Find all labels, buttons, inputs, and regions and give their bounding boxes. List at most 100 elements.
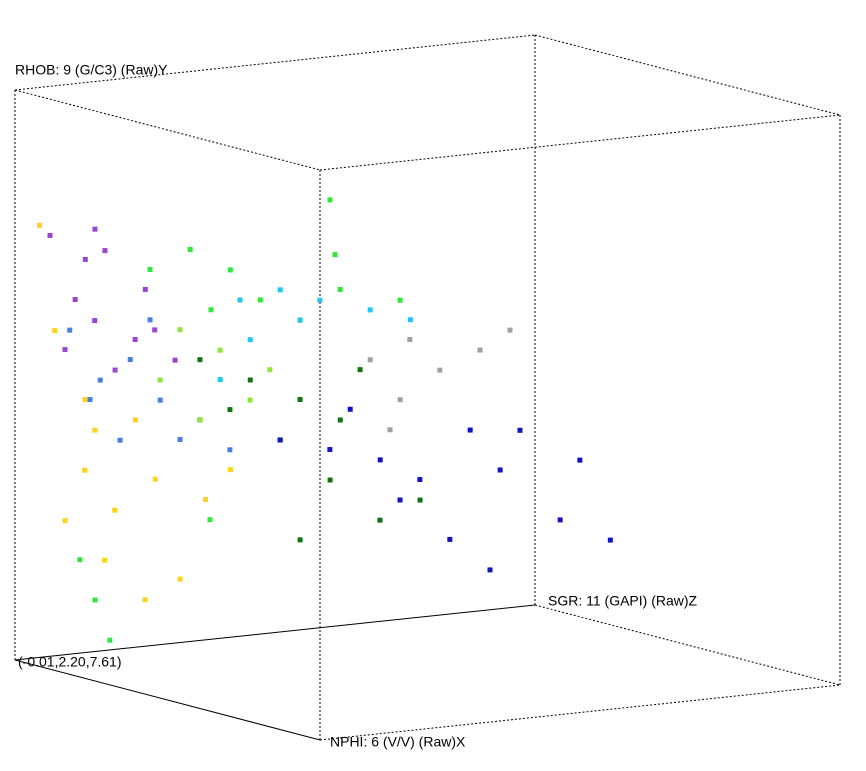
point — [62, 347, 68, 353]
point — [297, 396, 303, 402]
point — [227, 407, 233, 413]
axis-line — [14, 604, 536, 661]
point — [92, 427, 98, 433]
point — [437, 367, 443, 373]
point — [297, 317, 303, 323]
box-edge — [534, 34, 841, 116]
point — [202, 497, 208, 503]
point — [97, 377, 103, 383]
point — [332, 252, 338, 258]
point — [507, 327, 513, 333]
point — [327, 447, 333, 453]
point — [227, 267, 233, 273]
point — [377, 457, 383, 463]
point — [208, 307, 214, 313]
point — [92, 318, 98, 324]
point — [37, 222, 43, 228]
point — [142, 597, 148, 603]
point — [417, 497, 423, 503]
point — [82, 256, 88, 262]
point — [67, 327, 73, 333]
point — [227, 447, 233, 453]
point — [112, 367, 118, 373]
point — [147, 267, 153, 273]
point — [107, 637, 113, 643]
point — [152, 327, 158, 333]
point — [317, 297, 323, 303]
point — [557, 517, 563, 523]
point — [157, 377, 163, 383]
point — [267, 367, 273, 373]
point — [207, 517, 213, 523]
point — [247, 377, 253, 383]
box-edge — [14, 34, 536, 91]
point — [357, 367, 363, 373]
point — [337, 286, 343, 292]
point — [92, 597, 98, 603]
point — [217, 347, 223, 353]
point — [397, 397, 403, 403]
box-edge — [14, 89, 321, 171]
point — [52, 328, 58, 334]
point — [152, 476, 158, 482]
point — [327, 477, 333, 483]
point — [217, 377, 223, 383]
point — [417, 477, 423, 483]
point — [117, 437, 123, 443]
point — [87, 397, 93, 403]
origin-label: (-0.01,2.20,7.61) — [18, 654, 122, 670]
point — [447, 536, 453, 542]
point — [377, 517, 383, 523]
point — [47, 232, 53, 238]
point — [367, 307, 373, 313]
point — [337, 417, 343, 423]
point — [347, 406, 353, 412]
point — [227, 467, 233, 473]
point — [72, 297, 78, 303]
point — [77, 557, 83, 563]
point — [397, 297, 403, 303]
point — [497, 467, 503, 473]
point — [132, 336, 138, 342]
point — [102, 248, 108, 254]
point — [257, 297, 263, 303]
point — [577, 457, 583, 463]
point — [187, 246, 193, 252]
axis-line — [14, 659, 321, 741]
point — [197, 357, 203, 363]
point — [487, 567, 493, 573]
points — [37, 197, 613, 643]
point — [247, 397, 253, 403]
point — [132, 417, 138, 423]
point — [172, 357, 178, 363]
y-axis-label: RHOB: 9 (G/C3) (Raw)Y — [15, 62, 168, 78]
point — [127, 357, 133, 363]
point — [157, 397, 163, 403]
x-axis-label: NPHI: 6 (V/V) (Raw)X — [330, 734, 466, 750]
point — [92, 226, 98, 232]
point — [102, 557, 108, 563]
point — [397, 497, 403, 503]
box-edge — [319, 684, 841, 741]
point — [62, 518, 68, 524]
point — [407, 337, 413, 343]
point — [177, 576, 183, 582]
z-axis-label: SGR: 11 (GAPI) (Raw)Z — [548, 593, 698, 609]
point — [277, 437, 283, 443]
point — [477, 347, 483, 353]
point — [247, 337, 253, 343]
point — [277, 287, 283, 293]
point — [517, 427, 523, 433]
point — [142, 286, 148, 292]
box-edge — [319, 114, 841, 171]
point — [197, 417, 203, 423]
box-edge — [534, 604, 841, 686]
point — [327, 197, 333, 203]
point — [607, 537, 613, 543]
point — [467, 427, 473, 433]
point — [147, 317, 153, 323]
point — [407, 317, 413, 323]
box — [14, 34, 841, 741]
